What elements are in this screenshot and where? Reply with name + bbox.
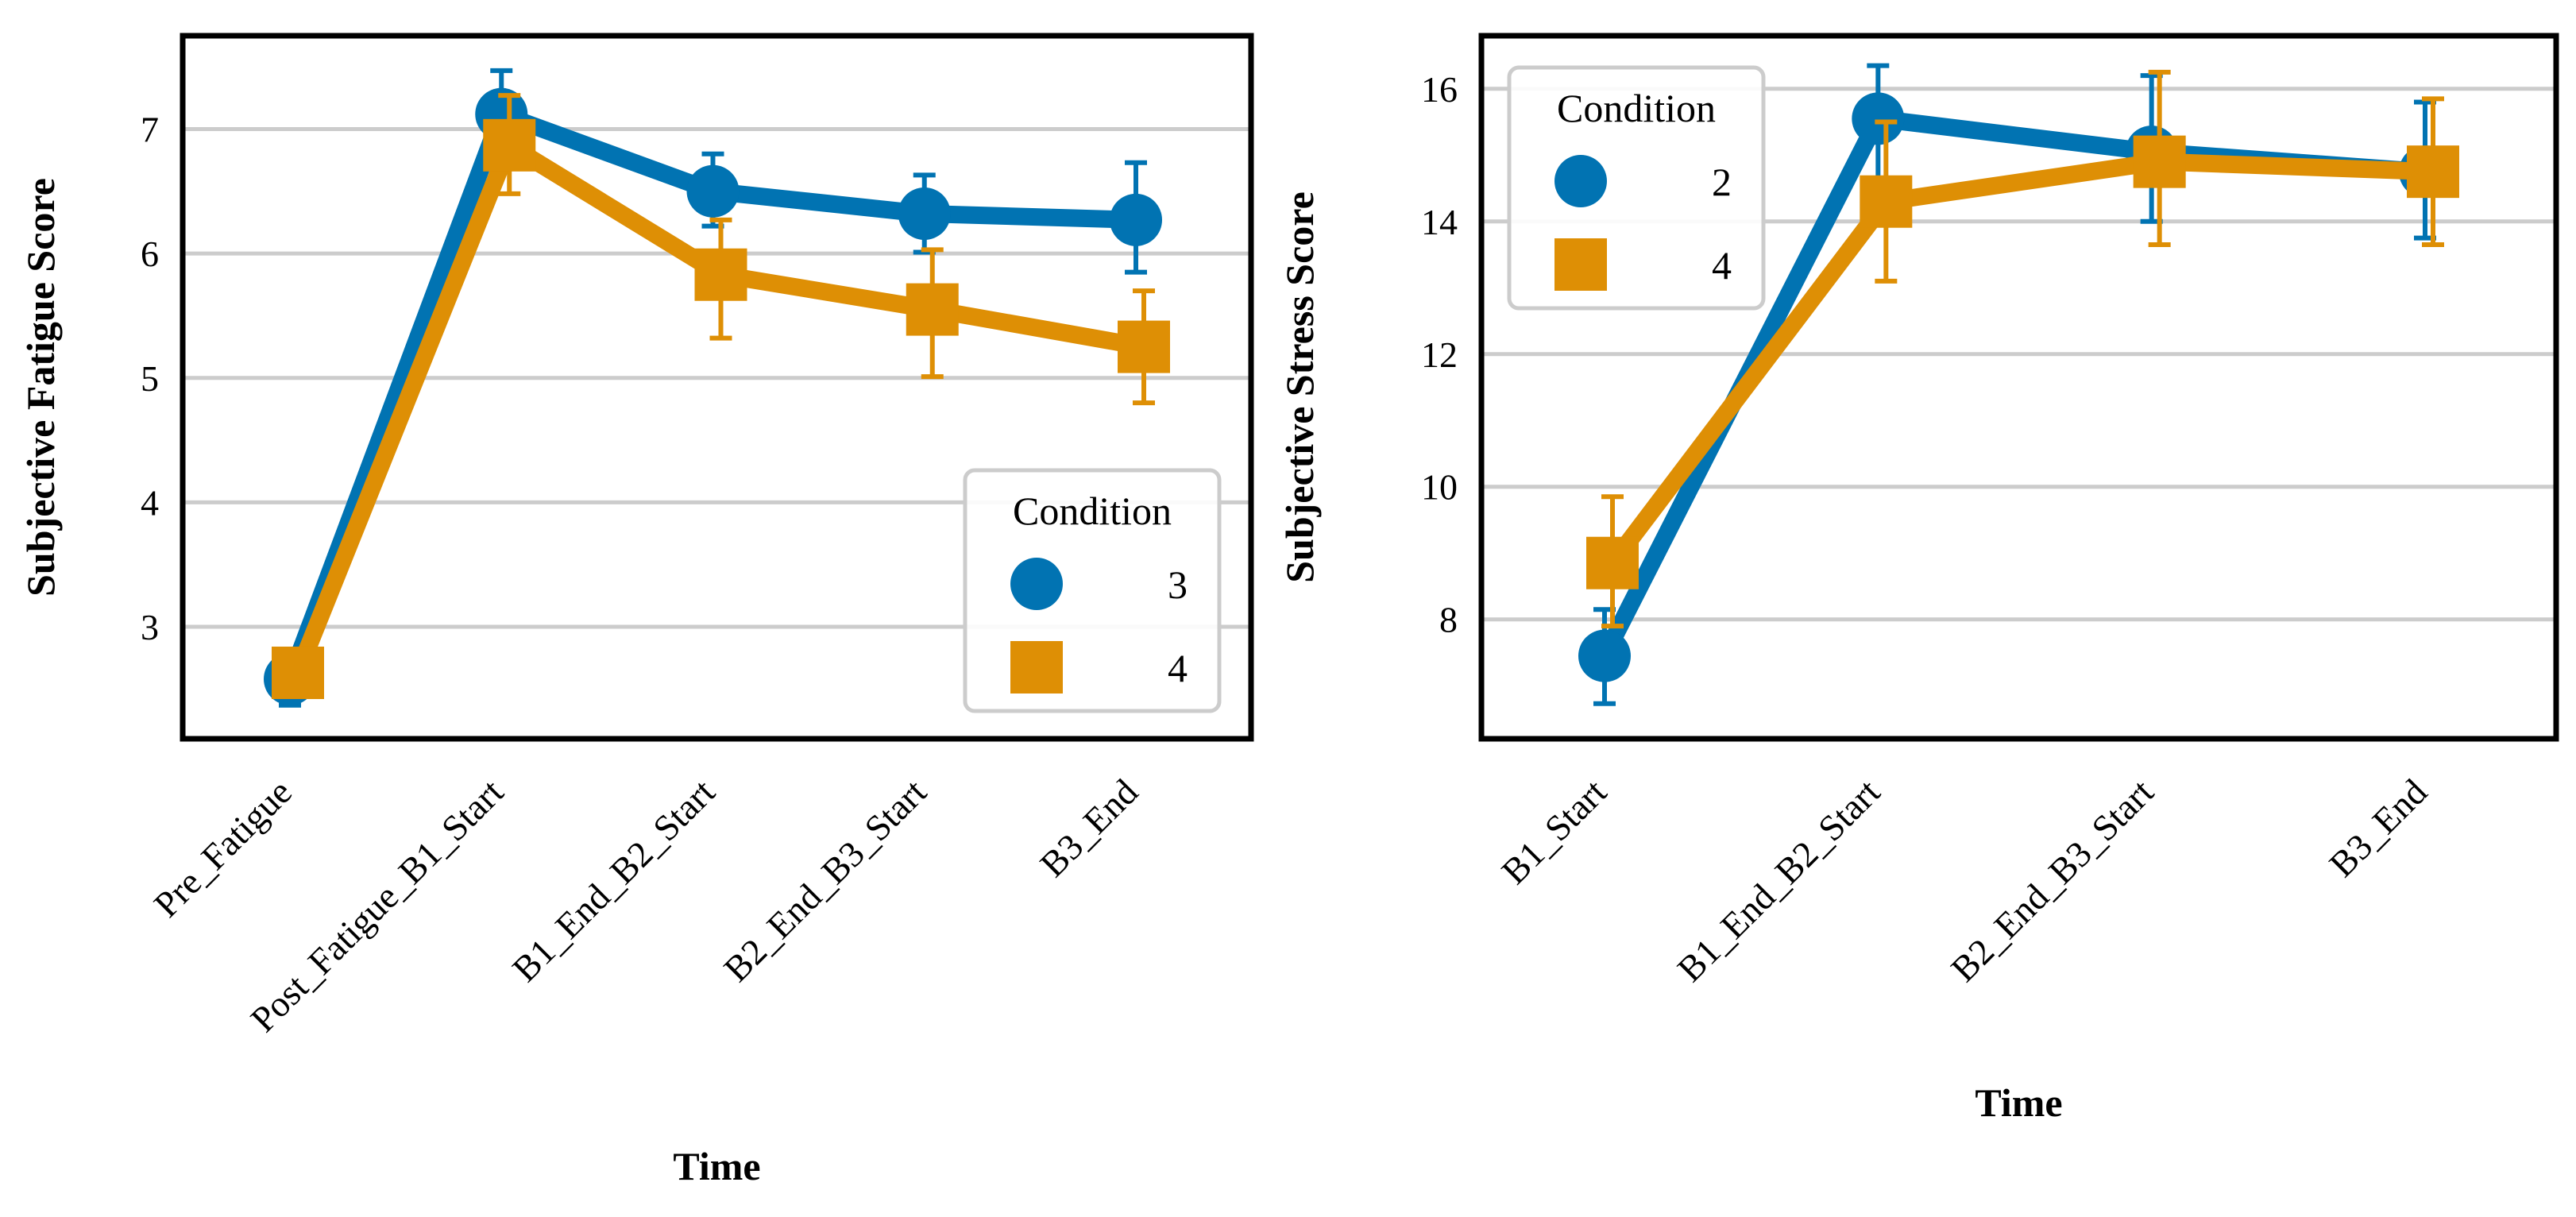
series-4: [272, 93, 1170, 699]
x-tick-label: B1_Start: [1493, 771, 1614, 892]
data-point: [1118, 320, 1170, 373]
legend-marker: [1554, 155, 1607, 207]
data-point: [906, 283, 959, 336]
data-point: [1110, 193, 1162, 246]
data-point: [2133, 135, 2186, 188]
data-point: [483, 118, 536, 172]
legend-label: 3: [1168, 562, 1188, 607]
y-tick-label: 10: [1421, 467, 1458, 508]
stress-chart: 8 10 12 14 16 B1_Start B1_End_B2_Start B2_End_B…: [1277, 33, 2559, 1125]
data-point: [2407, 145, 2459, 199]
y-tick-label: 16: [1421, 69, 1458, 110]
legend: Condition 2 4: [1507, 65, 1766, 311]
x-axis-title: Time: [1975, 1080, 2062, 1125]
data-point: [1586, 536, 1639, 589]
y-tick-label: 14: [1421, 202, 1458, 242]
x-tick-label: Pre_Fatigue: [146, 771, 299, 925]
x-tick-label: B1_End_B2_Start: [504, 771, 723, 990]
legend: Condition 3 4: [963, 468, 1222, 713]
x-tick-label: B2_End_B3_Start: [1943, 771, 2161, 990]
data-point: [1852, 92, 1905, 145]
plot-frame: [180, 33, 1254, 742]
data-point: [272, 646, 324, 699]
y-tick-label: 7: [141, 109, 159, 149]
legend-label: 2: [1712, 160, 1732, 204]
legend-marker: [1010, 558, 1063, 610]
x-tick-label: B2_End_B3_Start: [716, 771, 934, 990]
x-tick-label: B3_End: [1032, 771, 1145, 885]
legend-title: Condition: [1557, 86, 1716, 130]
x-tick-label: B3_End: [2321, 771, 2435, 885]
legend-label: 4: [1712, 243, 1732, 288]
y-axis-title: Subjective Fatigue Score: [18, 178, 63, 597]
series-line: [1604, 153, 2442, 572]
legend-marker: [1010, 641, 1063, 693]
y-tick-label: 12: [1421, 334, 1458, 375]
fatigue-chart: 34567Pre_FatiguePost_Fatigue_B1_StartB1_…: [18, 33, 1254, 1188]
data-point: [694, 248, 747, 301]
y-tick-label: 4: [141, 482, 159, 523]
y-axis-title: Subjective Stress Score: [1277, 191, 1322, 583]
y-tick-label: 3: [141, 607, 159, 647]
x-tick-label: B1_End_B2_Start: [1670, 771, 1888, 990]
y-tick-label: 5: [141, 358, 159, 399]
data-point: [1578, 629, 1631, 682]
data-point: [686, 164, 740, 218]
data-point: [1860, 175, 1913, 228]
series-4: [1586, 69, 2459, 629]
legend-marker: [1554, 238, 1607, 291]
data-point: [898, 187, 951, 240]
y-tick-label: 6: [141, 234, 159, 274]
y-tick-label: 8: [1439, 600, 1458, 640]
legend-title: Condition: [1013, 489, 1172, 533]
x-axis-title: Time: [673, 1144, 760, 1188]
plot-frame: [1478, 33, 2559, 742]
legend-label: 4: [1168, 646, 1188, 690]
